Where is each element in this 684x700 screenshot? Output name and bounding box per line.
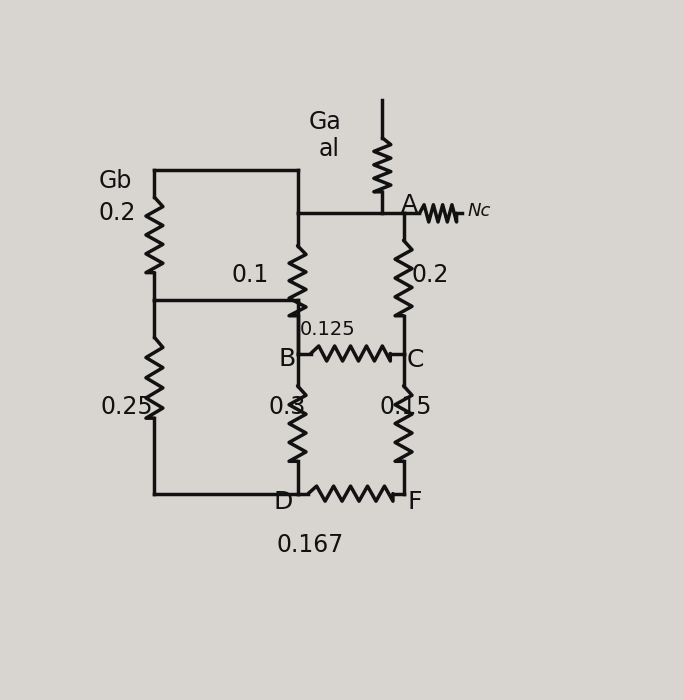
Text: 0.3: 0.3 bbox=[268, 395, 306, 419]
Text: Ga: Ga bbox=[308, 110, 341, 134]
Text: 0.15: 0.15 bbox=[380, 395, 432, 419]
Text: 0.2: 0.2 bbox=[412, 263, 449, 287]
Text: 0.125: 0.125 bbox=[300, 320, 356, 339]
Text: C: C bbox=[406, 348, 423, 372]
Text: 0.167: 0.167 bbox=[276, 533, 343, 557]
Text: B: B bbox=[279, 347, 296, 371]
Text: A: A bbox=[401, 193, 418, 217]
Text: 0.1: 0.1 bbox=[231, 263, 269, 287]
Text: Nc: Nc bbox=[467, 202, 490, 220]
Text: al: al bbox=[319, 136, 340, 161]
Text: F: F bbox=[408, 490, 422, 514]
Text: D: D bbox=[274, 490, 293, 514]
Text: 0.25: 0.25 bbox=[101, 395, 153, 419]
Text: Gb: Gb bbox=[98, 169, 132, 193]
Text: 0.2: 0.2 bbox=[98, 202, 136, 225]
